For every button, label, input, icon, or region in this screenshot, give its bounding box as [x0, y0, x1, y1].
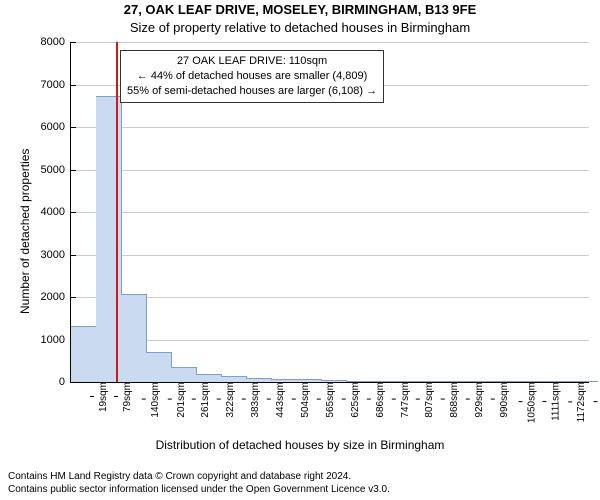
property-marker-line [116, 42, 118, 382]
y-tick-label: 1000 [41, 334, 71, 346]
x-tick-label: 19sqm [94, 382, 109, 412]
y-tick-label: 3000 [41, 249, 71, 261]
title-subtitle: Size of property relative to detached ho… [0, 20, 600, 35]
y-tick-label: 4000 [41, 206, 71, 218]
gridline [71, 255, 589, 256]
x-tick-label: 140sqm [146, 382, 161, 418]
x-axis-label: Distribution of detached houses by size … [0, 438, 600, 452]
y-tick-label: 7000 [41, 79, 71, 91]
attribution-line: Contains HM Land Registry data © Crown c… [8, 471, 390, 484]
gridline [71, 297, 589, 298]
gridline [71, 340, 589, 341]
callout-line: 55% of semi-detached houses are larger (… [127, 84, 377, 99]
x-tick-label: 79sqm [118, 382, 133, 412]
title-address: 27, OAK LEAF DRIVE, MOSELEY, BIRMINGHAM,… [0, 2, 600, 17]
histogram-bar [146, 352, 172, 382]
histogram-bar [196, 374, 222, 382]
gridline [71, 42, 589, 43]
x-tick-label: 686sqm [370, 382, 385, 418]
callout-line: 27 OAK LEAF DRIVE: 110sqm [127, 54, 377, 69]
x-tick-label: 990sqm [495, 382, 510, 418]
x-tick-label: 747sqm [395, 382, 410, 418]
x-tick-label: 261sqm [196, 382, 211, 418]
x-tick-label: 443sqm [271, 382, 286, 418]
x-tick-label: 807sqm [420, 382, 435, 418]
attribution: Contains HM Land Registry data © Crown c… [8, 471, 390, 496]
figure: 27, OAK LEAF DRIVE, MOSELEY, BIRMINGHAM,… [0, 0, 600, 500]
y-tick-label: 0 [59, 376, 71, 388]
x-tick-label: 201sqm [171, 382, 186, 418]
x-tick-label: 322sqm [221, 382, 236, 418]
x-tick-label: 1111sqm [546, 382, 561, 421]
property-callout: 27 OAK LEAF DRIVE: 110sqm ← 44% of detac… [120, 50, 384, 103]
gridline [71, 212, 589, 213]
x-tick-label: 383sqm [246, 382, 261, 418]
x-tick-label: 1172sqm [572, 382, 587, 422]
histogram-bar [121, 294, 147, 382]
x-tick-label: 625sqm [345, 382, 360, 418]
y-tick-label: 8000 [41, 36, 71, 48]
x-tick-label: 868sqm [445, 382, 460, 418]
y-axis-label: Number of detached properties [18, 149, 32, 314]
gridline [71, 170, 589, 171]
callout-line: ← 44% of detached houses are smaller (4,… [127, 69, 377, 84]
histogram-bar [71, 326, 97, 382]
y-tick-label: 5000 [41, 164, 71, 176]
histogram-bar [96, 96, 122, 382]
x-tick-label: 1050sqm [523, 382, 538, 423]
gridline [71, 127, 589, 128]
x-tick-label: 504sqm [296, 382, 311, 418]
y-tick-label: 2000 [41, 291, 71, 303]
attribution-line: Contains public sector information licen… [8, 484, 390, 497]
x-tick-label: 929sqm [470, 382, 485, 418]
histogram-bar [171, 367, 197, 382]
x-tick-label: 565sqm [321, 382, 336, 418]
y-tick-label: 6000 [41, 121, 71, 133]
